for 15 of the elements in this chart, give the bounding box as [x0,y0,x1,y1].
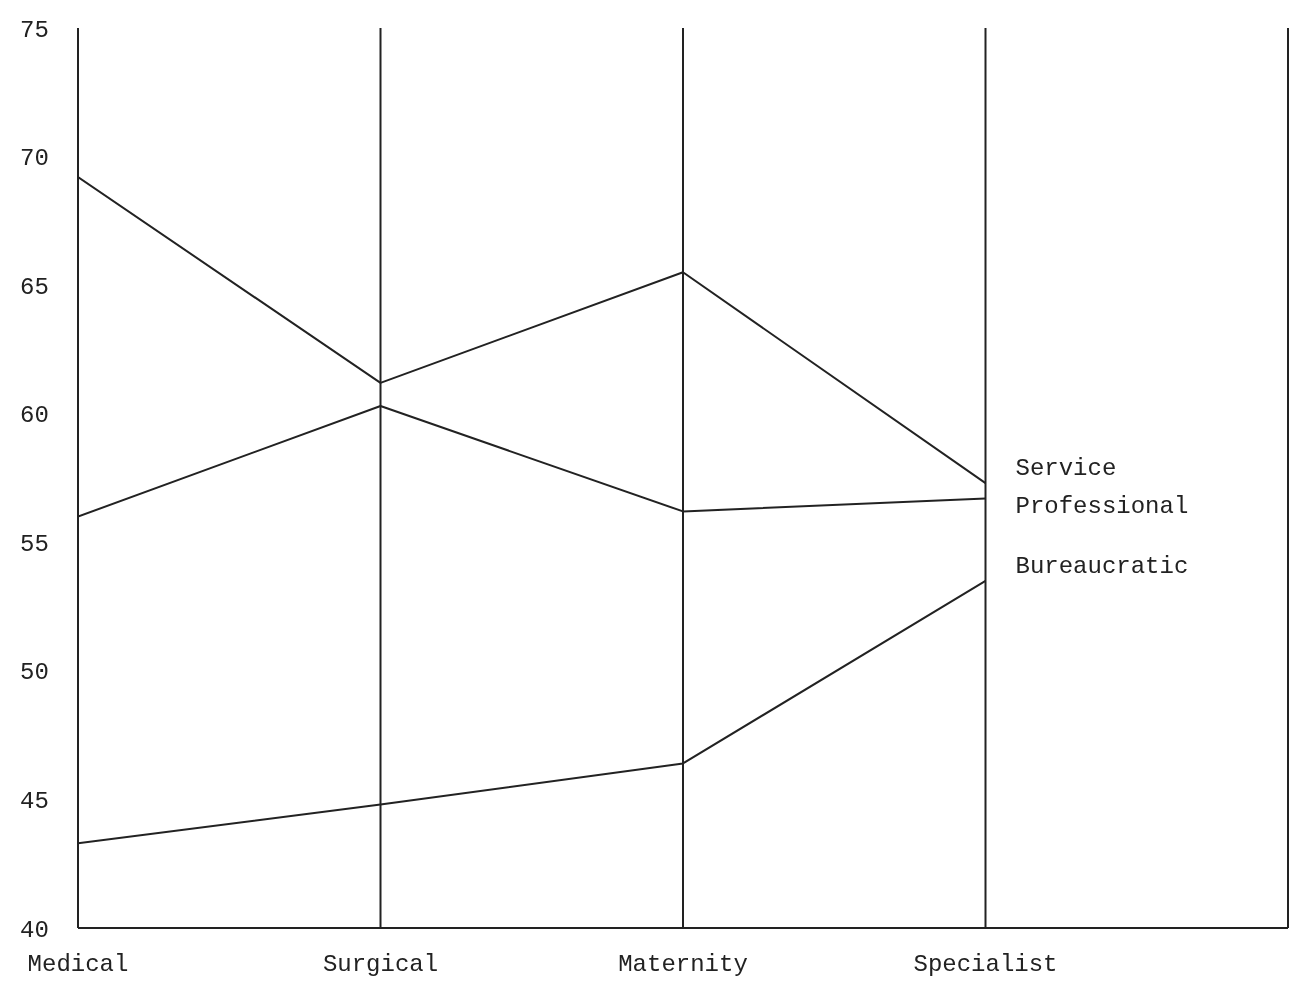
series-label: Service [1015,455,1117,483]
x-tick-label: Surgical [322,951,439,979]
series-label: Bureaucratic [1015,552,1189,580]
y-tick-label: 50 [20,659,49,687]
y-tick-label: 65 [20,273,49,301]
y-tick-label: 55 [20,530,49,558]
y-tick-label: 40 [20,916,49,944]
x-tick-label: Maternity [618,951,748,979]
x-tick-label: Specialist [913,951,1058,979]
x-tick-label: Medical [27,951,129,979]
y-tick-label: 45 [20,787,49,815]
y-tick-label: 75 [20,16,49,44]
y-tick-label: 60 [20,402,49,430]
y-tick-label: 70 [20,145,49,173]
series-label: Professional [1015,493,1189,521]
